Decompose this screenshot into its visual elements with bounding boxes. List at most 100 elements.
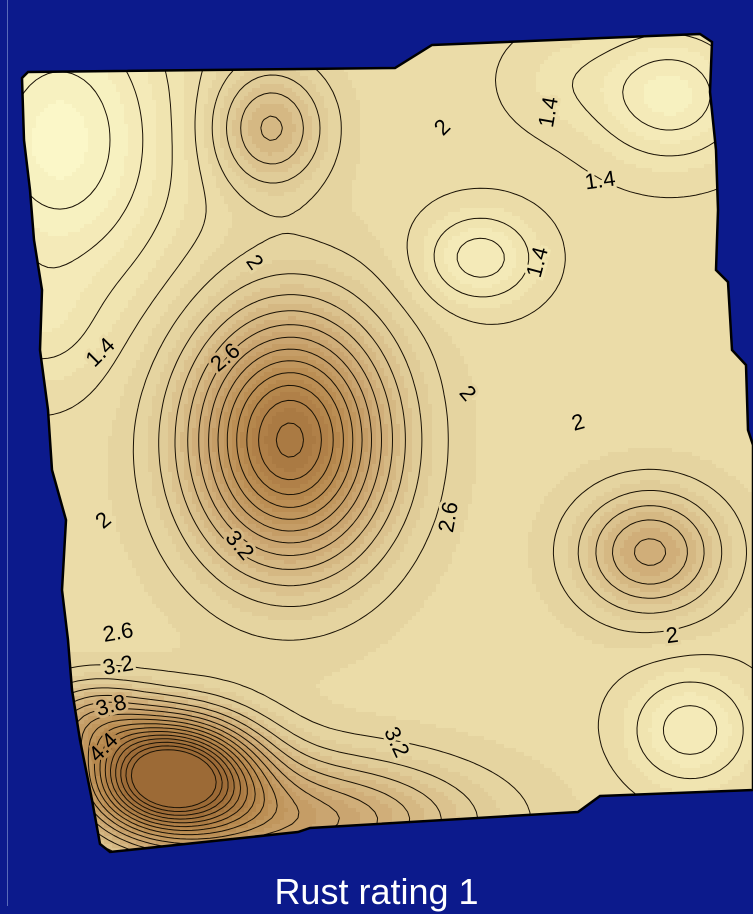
contour-fill-cell: [364, 536, 385, 541]
contour-fill-cell: [384, 572, 445, 577]
contour-fill-cell: [284, 716, 397, 721]
contour-fill-cell: [32, 792, 53, 797]
contour-fill-cell: [64, 816, 77, 821]
contour-fill-cell: [392, 824, 425, 829]
contour-fill-cell: [708, 528, 729, 533]
contour-fill-cell: [132, 752, 205, 757]
contour-fill-cell: [268, 452, 313, 457]
contour-fill-cell: [100, 796, 105, 801]
contour-fill-cell: [428, 488, 473, 493]
contour-fill-cell: [0, 732, 21, 737]
contour-fill-cell: [332, 672, 665, 677]
contour-fill-cell: [388, 376, 405, 381]
contour-fill-cell: [408, 472, 433, 477]
contour-fill-cell: [22, 456, 109, 461]
contour-fill-cell: [728, 152, 753, 157]
contour-fill-cell: [368, 428, 377, 433]
contour-fill-cell: [672, 448, 753, 453]
contour-fill-cell: [568, 536, 589, 541]
contour-fill-cell: [316, 360, 337, 365]
contour-fill-cell: [468, 516, 537, 521]
contour-fill-cell: [364, 792, 405, 797]
contour-fill-cell: [320, 412, 333, 417]
contour-fill-cell: [452, 552, 529, 557]
contour-fill-cell: [296, 408, 321, 413]
contour-fill-cell: [328, 444, 341, 449]
contour-fill-cell: [108, 484, 153, 489]
contour-fill-cell: [184, 56, 229, 61]
contour-fill-cell: [88, 284, 141, 289]
contour-fill-cell: [572, 532, 593, 537]
contour-fill-cell: [248, 184, 301, 189]
contour-fill-cell: [292, 832, 349, 837]
contour-fill-cell: [352, 400, 361, 405]
contour-fill-cell: [148, 416, 169, 421]
contour-fill-cell: [284, 804, 313, 809]
contour-fill-cell: [72, 848, 101, 852]
contour-fill-cell: [100, 776, 105, 781]
contour-fill-cell: [212, 844, 297, 849]
contour-fill-cell: [284, 408, 297, 413]
contour-fill-cell: [360, 376, 373, 381]
contour-fill-cell: [152, 96, 185, 101]
contour-fill-cell: [208, 412, 217, 417]
contour-fill-cell: [532, 572, 573, 577]
contour-fill-cell: [28, 768, 45, 773]
contour-fill-cell: [376, 328, 405, 333]
contour-fill-cell: [724, 96, 753, 101]
contour-fill-cell: [688, 168, 753, 173]
contour-fill-cell: [156, 144, 185, 149]
contour-fill-cell: [548, 104, 609, 109]
contour-fill-cell: [60, 784, 69, 789]
contour-fill-cell: [364, 540, 385, 545]
contour-fill-cell: [316, 472, 333, 477]
contour-fill-cell: [0, 672, 17, 677]
contour-fill-cell: [644, 100, 693, 105]
contour-fill-cell: [268, 152, 273, 157]
contour-fill-cell: [136, 744, 149, 749]
contour-line: [99, 384, 334, 831]
contour-fill-cell: [412, 296, 449, 301]
contour-fill-cell: [52, 748, 61, 753]
contour-fill-cell: [22, 536, 121, 541]
contour-fill-cell: [540, 272, 753, 277]
contour-fill-cell: [288, 784, 309, 789]
contour-fill-cell: [680, 552, 697, 557]
contour-fill-cell: [316, 372, 333, 377]
contour-fill-cell: [404, 624, 565, 629]
contour-fill-cell: [22, 560, 133, 565]
contour-fill-cell: [232, 168, 257, 173]
contour-fill-cell: [0, 68, 17, 73]
contour-fill-cell: [22, 424, 113, 429]
contour-fill-cell: [200, 336, 221, 341]
contour-fill-cell: [22, 40, 129, 45]
contour-fill-cell: [396, 412, 413, 417]
contour-fill-cell: [364, 412, 373, 417]
contour-fill-cell: [428, 760, 541, 765]
contour-fill-cell: [360, 216, 445, 221]
contour-fill-cell: [168, 244, 221, 249]
contour-fill-cell: [348, 372, 361, 377]
contour-fill-cell: [604, 76, 657, 81]
contour-fill-cell: [80, 292, 137, 297]
contour-fill-cell: [536, 516, 577, 521]
contour-fill-cell: [688, 572, 709, 577]
contour-fill-cell: [532, 576, 573, 581]
contour-fill-cell: [332, 312, 361, 317]
contour-fill-cell: [22, 648, 173, 653]
contour-fill-cell: [252, 428, 269, 433]
contour-fill-cell: [196, 412, 209, 417]
contour-fill-cell: [232, 444, 241, 449]
contour-fill-cell: [36, 800, 53, 805]
contour-fill-cell: [368, 480, 381, 485]
contour-fill-cell: [22, 76, 109, 81]
contour-fill-cell: [88, 140, 129, 145]
contour-map: 2 1.4 1.4 2 1.4 1.4 2.6 2 2 2 2.6 3.2 2.6 3.2 3.8 4.4 2 3…: [0, 32, 753, 860]
contour-fill-cell: [600, 580, 621, 585]
contour-fill-cell: [22, 428, 113, 433]
contour-fill-cell: [404, 380, 425, 385]
contour-fill-cell: [80, 712, 101, 717]
contour-fill-cell: [244, 696, 329, 701]
contour-fill-cell: [116, 856, 145, 860]
